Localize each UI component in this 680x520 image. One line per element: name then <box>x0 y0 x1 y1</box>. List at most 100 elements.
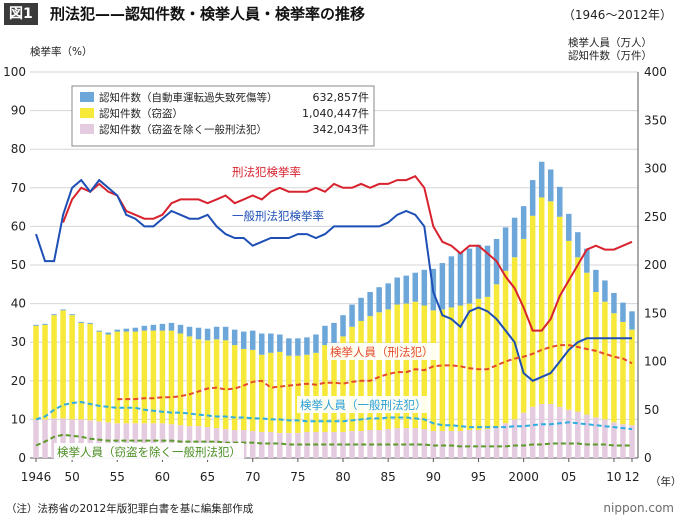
bar <box>511 217 518 258</box>
bar <box>529 406 536 458</box>
bar <box>114 329 121 332</box>
bar <box>322 325 328 346</box>
bar <box>204 427 211 458</box>
series-line <box>62 174 633 332</box>
bar <box>421 269 428 306</box>
bar <box>430 310 437 431</box>
bar <box>177 333 184 426</box>
bar <box>204 340 211 428</box>
y-left-tick-label: 70 <box>11 181 26 195</box>
bar <box>177 324 184 334</box>
x-tick-label: 10 <box>606 470 621 484</box>
bar <box>277 334 283 352</box>
bar <box>240 331 247 349</box>
bar <box>584 248 590 273</box>
bar <box>123 328 130 332</box>
footnote: （注）法務省の2012年版犯罪白書を基に編集部作成 <box>6 502 254 515</box>
bar <box>340 431 346 458</box>
bar <box>268 352 274 432</box>
bar <box>222 340 229 430</box>
y-right-tick-label: 0 <box>644 451 652 465</box>
bar <box>231 345 238 431</box>
bar <box>620 424 626 458</box>
x-axis-label: （年） <box>650 475 680 488</box>
bar <box>69 419 75 458</box>
bar <box>520 206 527 239</box>
bar <box>575 257 581 412</box>
bar <box>466 303 473 431</box>
bar <box>268 333 274 353</box>
bar <box>403 275 409 304</box>
bar <box>150 330 157 424</box>
legend-label: 認知件数（窃盗を除く一般刑法犯） <box>99 123 267 136</box>
bar <box>322 345 328 432</box>
bar <box>629 425 635 458</box>
bar <box>547 201 554 404</box>
bar <box>42 323 48 325</box>
bar <box>42 419 48 458</box>
y-left-tick-label: 60 <box>11 219 26 233</box>
x-tick-label: 80 <box>335 470 350 484</box>
bar <box>602 419 608 458</box>
bar <box>186 336 193 427</box>
legend-value: 1,040,447件 <box>302 107 369 120</box>
bar <box>159 330 166 424</box>
y-left-tick-label: 90 <box>11 104 26 118</box>
x-tick-label: 85 <box>381 470 396 484</box>
bar <box>96 330 102 332</box>
annotation-text: 一般刑法犯検挙率 <box>232 209 324 223</box>
bar <box>385 309 391 430</box>
bar <box>331 343 337 432</box>
bar <box>78 321 84 323</box>
bar <box>529 180 536 216</box>
bar <box>313 334 319 353</box>
bar <box>547 403 554 458</box>
brand-logo: nippon.com <box>603 501 674 515</box>
bar <box>51 315 57 419</box>
bar <box>304 354 310 432</box>
bar <box>394 428 400 458</box>
bar <box>295 338 301 356</box>
bar <box>358 297 364 321</box>
bar <box>105 334 111 423</box>
x-tick-label: 05 <box>561 470 576 484</box>
bar <box>557 216 563 407</box>
bar <box>611 422 617 458</box>
series-line <box>35 433 632 448</box>
y-right-tick-label: 50 <box>644 403 659 417</box>
bar <box>222 326 229 341</box>
bar <box>42 324 48 420</box>
bar <box>150 324 157 331</box>
bar <box>403 428 409 458</box>
y-right-tick-label: 250 <box>644 210 667 224</box>
y-left-tick-label: 50 <box>11 258 26 272</box>
bar <box>457 305 464 431</box>
bar <box>123 331 130 424</box>
bar <box>475 430 482 458</box>
bar <box>439 309 446 431</box>
bar <box>475 244 482 299</box>
legend-label: 認知件数（窃盗） <box>99 107 183 120</box>
bar <box>331 322 337 344</box>
bar <box>231 329 238 346</box>
bar <box>78 322 84 420</box>
bar <box>593 269 599 293</box>
bar <box>484 296 491 430</box>
bar <box>240 348 247 431</box>
bar <box>286 355 292 433</box>
y-right-tick-label: 350 <box>644 113 667 127</box>
bar <box>349 430 355 458</box>
bar <box>51 418 57 458</box>
bar <box>358 320 364 431</box>
bar <box>96 331 102 422</box>
bar <box>114 331 121 424</box>
bar <box>430 430 437 458</box>
legend-box <box>71 85 375 147</box>
bar <box>538 403 545 458</box>
bar <box>557 406 563 458</box>
bar <box>141 423 148 458</box>
bar <box>367 292 373 317</box>
annotation: 検挙人員（窃盗を除く一般刑法犯） <box>54 443 244 460</box>
bar <box>611 313 617 423</box>
